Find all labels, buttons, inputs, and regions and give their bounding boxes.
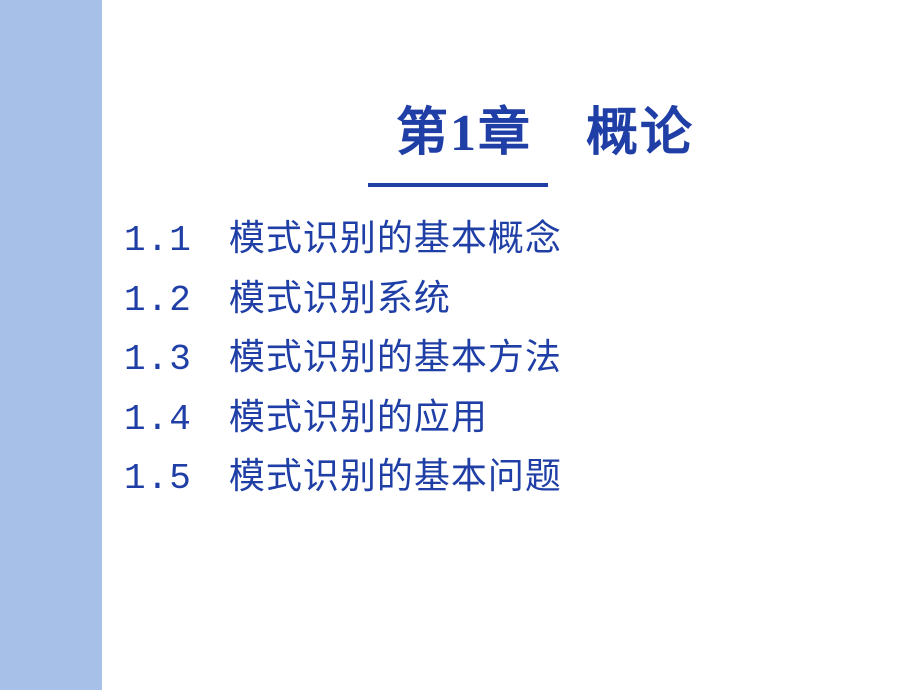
list-item: 1.2 模式识别系统 xyxy=(124,270,840,330)
slide: 第1章 概论 1.1 模式识别的基本概念 1.2 模式识别系统 1.3 模式识别… xyxy=(0,0,920,690)
list-item: 1.3 模式识别的基本方法 xyxy=(124,329,840,389)
title-block: 第1章 概论 xyxy=(280,90,810,187)
section-label: 模式识别系统 xyxy=(229,278,451,318)
section-label: 模式识别的基本概念 xyxy=(229,218,562,258)
left-sidebar-decoration xyxy=(0,0,102,690)
section-label: 模式识别的应用 xyxy=(229,397,488,437)
section-number: 1.5 xyxy=(124,458,192,499)
section-label: 模式识别的基本问题 xyxy=(229,456,562,496)
section-number: 1.3 xyxy=(124,339,192,380)
list-item: 1.4 模式识别的应用 xyxy=(124,389,840,449)
section-list: 1.1 模式识别的基本概念 1.2 模式识别系统 1.3 模式识别的基本方法 1… xyxy=(124,210,840,508)
chapter-title: 第1章 概论 xyxy=(280,90,810,165)
section-number: 1.2 xyxy=(124,280,192,321)
section-label: 模式识别的基本方法 xyxy=(229,337,562,377)
title-underline xyxy=(368,183,548,187)
list-item: 1.5 模式识别的基本问题 xyxy=(124,448,840,508)
list-item: 1.1 模式识别的基本概念 xyxy=(124,210,840,270)
section-number: 1.4 xyxy=(124,399,192,440)
section-number: 1.1 xyxy=(124,220,192,261)
